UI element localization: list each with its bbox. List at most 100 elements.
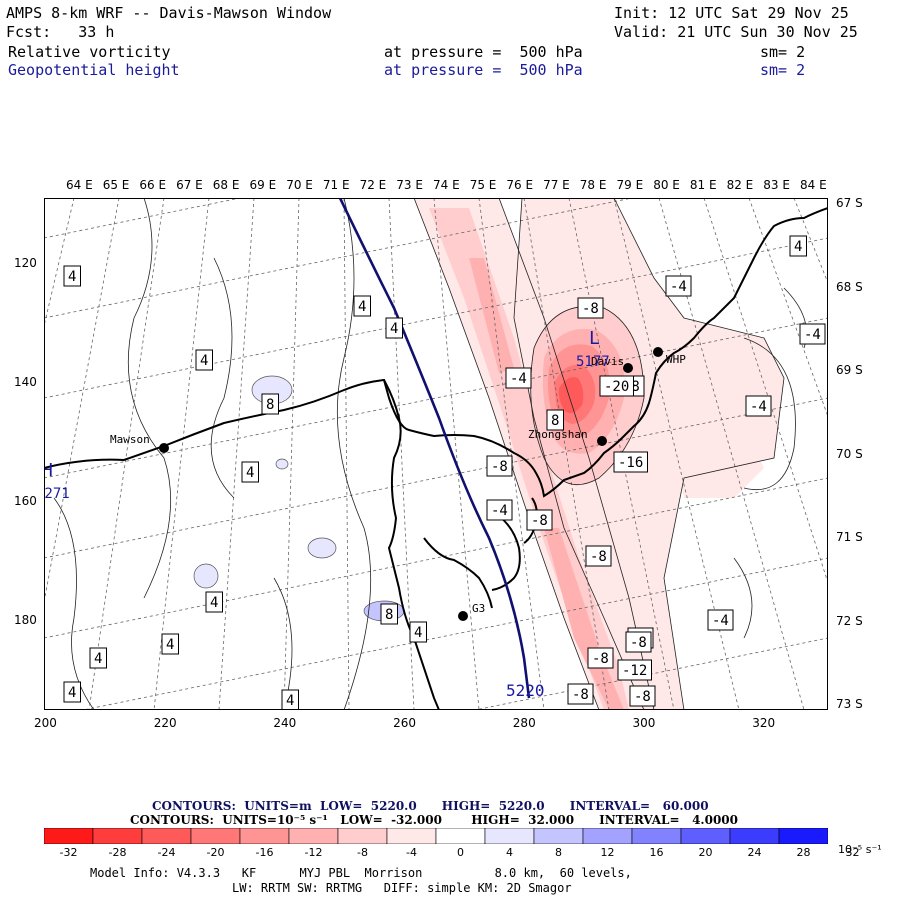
contour-label: 4 [200, 353, 208, 369]
lat-label: 73 S [836, 697, 863, 711]
contour-label: -20 [604, 379, 629, 395]
contour-label-box [617, 659, 652, 681]
station-name-zhongshan: Zhongshan [528, 428, 588, 441]
contour-label: -8 [531, 513, 548, 529]
lon-label: 83 E [763, 178, 790, 192]
colorbar-label: -16 [255, 846, 274, 859]
x-tick-label: 260 [393, 716, 416, 730]
colorbar-segment [631, 828, 682, 844]
station-name-mawson: Mawson [110, 433, 150, 446]
y-tick-label: 120 [14, 256, 37, 270]
contour-label-box [89, 647, 107, 669]
colorbar-label: 32 [845, 846, 860, 859]
station-name-davis: Davis [591, 355, 624, 368]
high-value: 5271 [44, 486, 70, 502]
contour-label: 4 [414, 625, 422, 641]
contour-label-box [241, 461, 259, 483]
contour-label: 4 [390, 321, 398, 337]
field2-name: Geopotential height [8, 61, 180, 79]
colorbar-segment [435, 828, 486, 844]
contour-label: -8 [582, 301, 599, 317]
station-mawson-marker [159, 443, 169, 453]
contour-label: 4 [68, 269, 76, 285]
contour-label: 4 [246, 465, 254, 481]
colorbar-segment [337, 828, 388, 844]
field1-smoothing: sm= 2 [760, 43, 806, 61]
colorbar-label: 4 [506, 846, 513, 859]
colorbar-label: -28 [108, 846, 127, 859]
lon-label: 80 E [653, 178, 680, 192]
colorbar-label: -32 [59, 846, 78, 859]
lon-label: 68 E [212, 178, 240, 192]
contour-label-box [505, 367, 532, 389]
contour-label: -8 [630, 635, 647, 651]
colorbar-label: -20 [206, 846, 225, 859]
contour-label-box [486, 499, 513, 521]
contour-label: -4 [670, 279, 687, 295]
contour-label-box [745, 395, 772, 417]
colorbar-segment [729, 828, 780, 844]
colorbar-segment [533, 828, 584, 844]
contour-label-box [486, 455, 513, 477]
vorticity-map: Mawson Davis Zhongshan WHP G3 L 5177 H 5… [44, 198, 828, 710]
colorbar-segment [582, 828, 633, 844]
contour-label: 4 [166, 637, 174, 653]
lon-label: 70 E [286, 178, 313, 192]
lat-label: 70 S [836, 446, 863, 461]
x-tick-label: 280 [512, 716, 536, 730]
colorbar-label: 24 [747, 846, 762, 859]
lat-label: 69 S [836, 363, 863, 377]
lat-label: 67 S [836, 196, 863, 210]
y-tick-label: 140 [14, 375, 37, 389]
field1-name: Relative vorticity [8, 43, 171, 61]
lon-label: 72 E [359, 178, 387, 192]
contour-label-box [353, 295, 371, 317]
contour-label: -8 [634, 689, 651, 705]
x-tick-label: 300 [632, 716, 656, 730]
low-value: 5177 [576, 354, 610, 370]
colorbar-label: 0 [457, 846, 464, 859]
station-whp-marker [653, 347, 663, 357]
lon-label: 79 E [616, 178, 644, 192]
forecast-hour: Fcst: 33 h [6, 23, 115, 41]
colorbar-segment [288, 828, 339, 844]
colorbar [44, 828, 828, 844]
contour-label: -4 [491, 503, 508, 519]
physics-info: LW: RRTM SW: RRTMG DIFF: simple KM: 2D S… [232, 881, 572, 895]
contour-label-box [789, 235, 807, 257]
station-name-g3: G3 [472, 602, 485, 615]
contour-label-box [281, 689, 299, 710]
init-time: Init: 12 UTC Sat 29 Nov 25 [614, 4, 849, 22]
colorbar-label: 28 [796, 846, 811, 859]
lon-label: 78 E [579, 178, 607, 192]
low-marker: L [589, 328, 600, 349]
contour-label-box [707, 609, 734, 631]
colorbar-label: 20 [698, 846, 713, 859]
field2-smoothing: sm= 2 [760, 61, 806, 79]
contour-label-box [526, 509, 553, 531]
contour-label-box [629, 685, 656, 707]
x-tick-label: 240 [273, 716, 297, 730]
contour-label-box [599, 375, 634, 397]
contour-label: 8 [385, 607, 393, 623]
lon-label: 81 E [689, 178, 717, 192]
contour-label: -8 [491, 459, 508, 475]
contour-label-box [409, 621, 427, 643]
colorbar-label: -24 [157, 846, 176, 859]
colorbar-unit: 10⁻⁵ s⁻¹ [838, 843, 882, 856]
high-marker: H [44, 460, 53, 481]
colorbar-label: 12 [600, 846, 615, 859]
height-contour-5220 [338, 198, 531, 699]
lon-label: 75 E [469, 178, 497, 192]
y-tick-label: 180 [14, 613, 37, 627]
lon-label: 64 E [66, 178, 93, 192]
contour-label: 4 [68, 685, 76, 701]
contour-label: -12 [622, 663, 647, 679]
contour-label: 8 [266, 397, 274, 413]
lat-label: 72 S [836, 613, 863, 628]
contours-info-vorticity: CONTOURS: UNITS=10⁻⁵ s⁻¹ LOW= -32.000 HI… [130, 813, 738, 827]
contour-label-box [63, 681, 81, 703]
lon-label: 67 E [176, 178, 203, 192]
contours-info-height: CONTOURS: UNITS=m LOW= 5220.0 HIGH= 5220… [152, 799, 709, 813]
contour-label: 4 [794, 239, 802, 255]
